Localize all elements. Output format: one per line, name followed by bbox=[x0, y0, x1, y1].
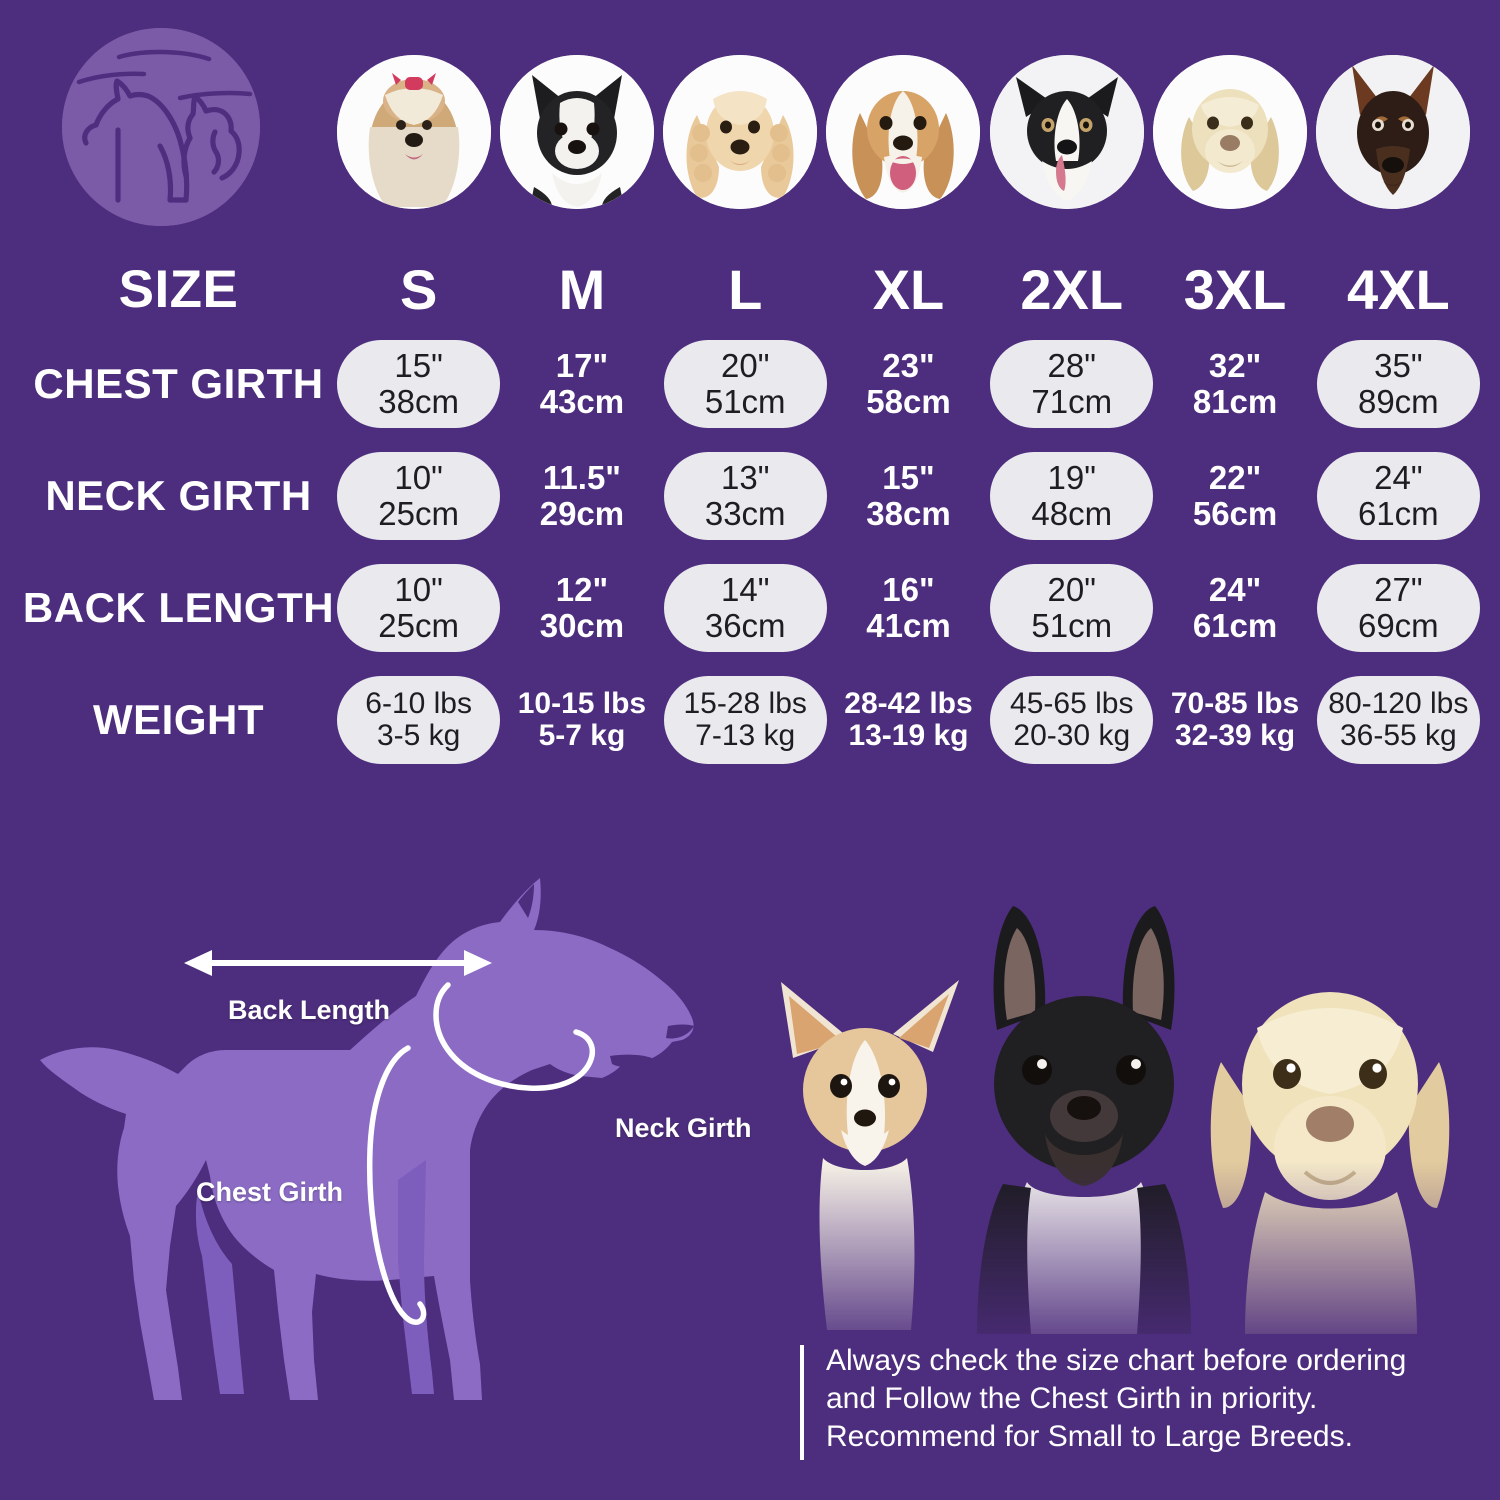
cell-back-l: 14" 36cm bbox=[663, 564, 827, 652]
size-header-2xl: 2XL bbox=[1020, 257, 1124, 321]
chest-girth-loop-icon bbox=[366, 1045, 427, 1325]
size-header-l: L bbox=[728, 257, 763, 321]
back-length-label: Back Length bbox=[228, 995, 391, 1025]
size-header-xl: XL bbox=[872, 257, 945, 321]
table-row: BACK LENGTH 10" 25cm 12" 30cm 14" 36cm 16" 4… bbox=[20, 552, 1480, 664]
cell-weight-m: 10-15 lbs 5-7 kg bbox=[517, 686, 647, 752]
top-bar bbox=[0, 0, 1500, 232]
chihuahua-photo bbox=[781, 980, 959, 1330]
table-row: CHEST GIRTH 15" 38cm 17" 43cm 20" 51cm 23" 5… bbox=[20, 328, 1480, 440]
breed-size-photo-group bbox=[745, 862, 1500, 1362]
cell-neck-4xl: 24" 61cm bbox=[1316, 452, 1480, 540]
measurement-diagram bbox=[20, 860, 780, 1480]
cell-chest-3xl: 32" 81cm bbox=[1192, 347, 1278, 420]
labrador-avatar bbox=[1152, 55, 1307, 209]
cell-back-m: 12" 30cm bbox=[539, 571, 625, 644]
note-line-3: Recommend for Small to Large Breeds. bbox=[826, 1419, 1353, 1453]
size-header-s: S bbox=[399, 257, 438, 321]
cell-chest-xl: 23" 58cm bbox=[866, 347, 951, 420]
size-header-3xl: 3XL bbox=[1183, 257, 1287, 321]
table-row: NECK GIRTH 10" 25cm 11.5" 29cm 13" 33cm 15"… bbox=[20, 440, 1480, 552]
cell-neck-s: 10" 25cm bbox=[337, 452, 501, 540]
size-header-cells: S M L XL 2XL 3XL 4XL bbox=[337, 257, 1480, 322]
cell-chest-m: 17" 43cm bbox=[539, 347, 625, 420]
cell-neck-2xl: 19" 48cm bbox=[990, 452, 1154, 540]
border-collie-avatar bbox=[989, 55, 1144, 209]
cell-weight-3xl: 70-85 lbs 32-39 kg bbox=[1170, 686, 1300, 752]
size-chart-table: SIZE S M L XL 2XL 3XL 4XL CHEST GIRTH 15… bbox=[20, 250, 1480, 825]
boston-terrier-avatar bbox=[500, 55, 655, 209]
cell-weight-l: 15-28 lbs 7-13 kg bbox=[663, 676, 827, 764]
double-headed-arrow-icon bbox=[184, 950, 492, 976]
cell-back-3xl: 24" 61cm bbox=[1192, 571, 1278, 644]
doberman-avatar bbox=[1315, 55, 1470, 209]
row-label-back-length: BACK LENGTH bbox=[22, 584, 335, 631]
row-label-weight: WEIGHT bbox=[93, 696, 264, 743]
size-header-4xl: 4XL bbox=[1346, 257, 1450, 321]
dog-side-silhouette-icon bbox=[40, 878, 694, 1400]
size-chart-note: Always check the size chart before order… bbox=[800, 1342, 1480, 1470]
table-header-row: SIZE S M L XL 2XL 3XL 4XL bbox=[20, 250, 1480, 328]
labrador-photo bbox=[1210, 992, 1450, 1334]
cell-back-2xl: 20" 51cm bbox=[990, 564, 1154, 652]
beagle-avatar bbox=[826, 55, 981, 209]
neck-girth-loop-icon bbox=[433, 982, 596, 1091]
cell-neck-3xl: 22" 56cm bbox=[1192, 459, 1278, 532]
cell-weight-xl: 28-42 lbs 13-19 kg bbox=[844, 686, 973, 752]
size-header-m: M bbox=[558, 257, 606, 321]
cocker-spaniel-avatar bbox=[663, 55, 818, 209]
cell-back-s: 10" 25cm bbox=[337, 564, 501, 652]
row-label-chest-girth: CHEST GIRTH bbox=[33, 360, 324, 407]
cell-weight-4xl: 80-120 lbs 36-55 kg bbox=[1316, 676, 1480, 764]
cell-chest-4xl: 35" 89cm bbox=[1316, 340, 1480, 428]
cell-weight-s: 6-10 lbs 3-5 kg bbox=[337, 676, 501, 764]
french-bulldog-photo bbox=[977, 906, 1191, 1334]
note-text: Always check the size chart before order… bbox=[826, 1342, 1406, 1455]
table-row: WEIGHT 6-10 lbs 3-5 kg 10-15 lbs 5-7 kg 15… bbox=[20, 664, 1480, 776]
dog-and-cat-badge-icon bbox=[62, 28, 260, 226]
cell-chest-2xl: 28" 71cm bbox=[990, 340, 1154, 428]
row-label-neck-girth: NECK GIRTH bbox=[45, 472, 312, 519]
cell-chest-s: 15" 38cm bbox=[337, 340, 501, 428]
cell-weight-2xl: 45-65 lbs 20-30 kg bbox=[990, 676, 1154, 764]
breed-avatar-row bbox=[337, 52, 1470, 212]
cell-neck-m: 11.5" 29cm bbox=[539, 459, 625, 532]
cell-chest-l: 20" 51cm bbox=[663, 340, 827, 428]
size-column-header: SIZE bbox=[118, 259, 239, 319]
brand-logo bbox=[62, 28, 260, 226]
neck-girth-label: Neck Girth bbox=[615, 1113, 752, 1143]
cell-back-xl: 16" 41cm bbox=[866, 571, 951, 644]
note-line-2: and Follow the Chest Girth in priority. bbox=[826, 1381, 1318, 1415]
cell-neck-l: 13" 33cm bbox=[663, 452, 827, 540]
note-accent-bar bbox=[800, 1345, 804, 1460]
chest-girth-label: Chest Girth bbox=[196, 1177, 344, 1207]
cell-back-4xl: 27" 69cm bbox=[1316, 564, 1480, 652]
note-line-1: Always check the size chart before order… bbox=[826, 1344, 1407, 1377]
shih-tzu-avatar bbox=[337, 55, 491, 209]
cell-neck-xl: 15" 38cm bbox=[866, 459, 951, 532]
